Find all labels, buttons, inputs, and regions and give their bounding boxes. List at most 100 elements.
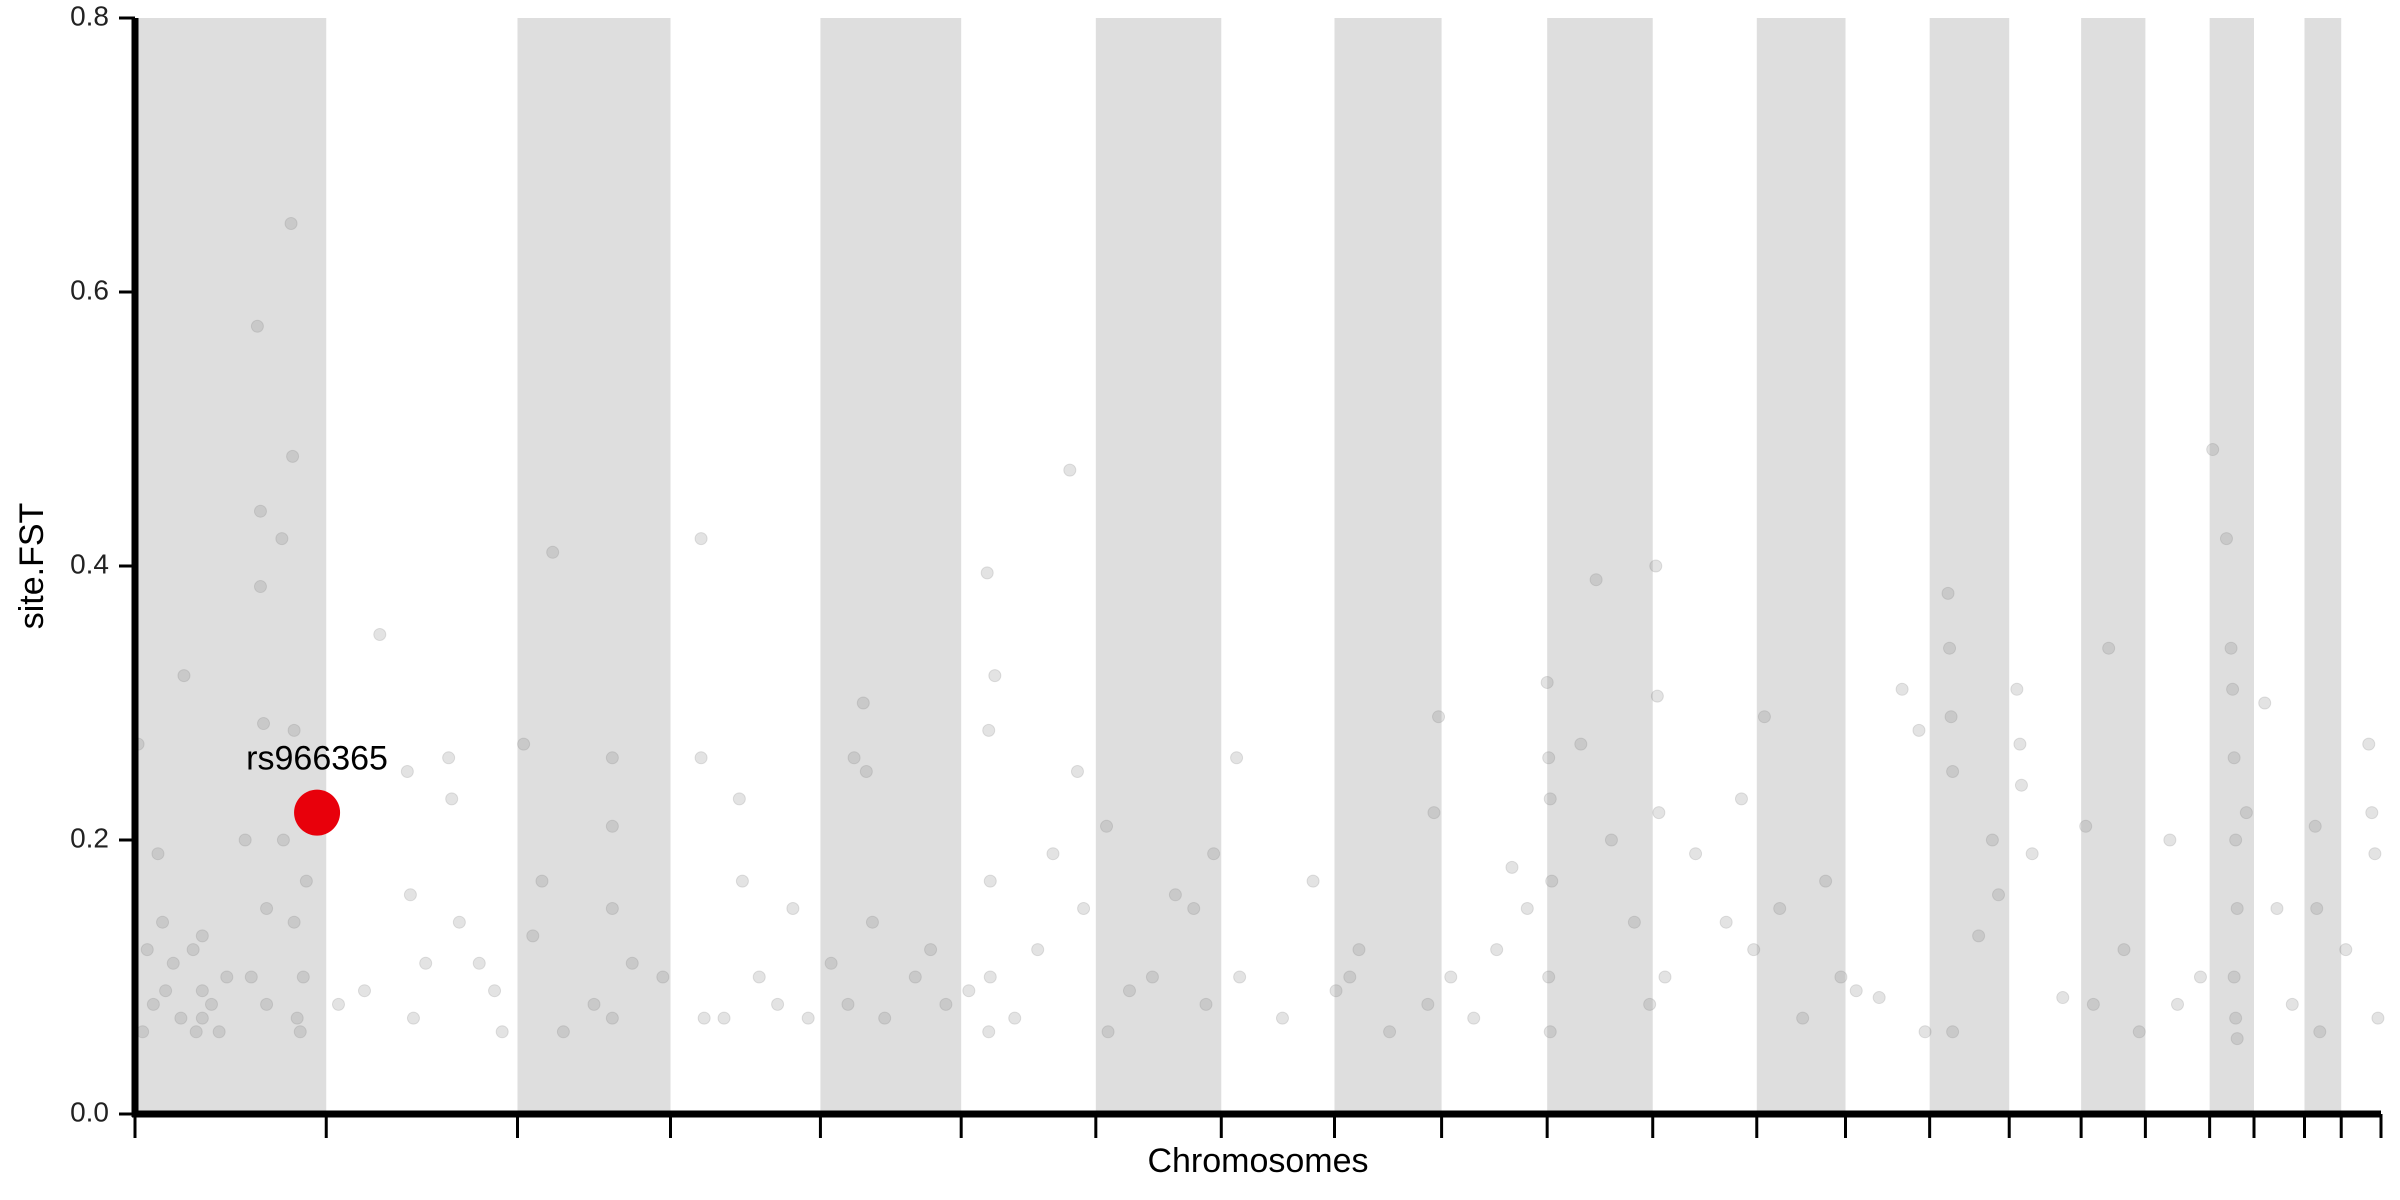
point (284, 217, 298, 230)
point (2102, 641, 2116, 655)
chromosome-band (517, 18, 671, 1114)
point (257, 717, 271, 731)
point (2171, 997, 2185, 1011)
point (495, 1025, 509, 1039)
point (694, 532, 708, 546)
point (1946, 1025, 1960, 1039)
point (1944, 710, 1958, 724)
point (2239, 806, 2253, 820)
point (752, 970, 766, 984)
point (1658, 970, 1672, 984)
point (1383, 1025, 1397, 1039)
point (1421, 997, 1435, 1011)
y-tick-label: 0.2 (70, 822, 109, 853)
point (452, 915, 466, 929)
point (1542, 751, 1556, 765)
chromosome-band (1929, 18, 2010, 1114)
point (1070, 765, 1084, 778)
point (286, 449, 300, 463)
point (1985, 833, 1999, 847)
point (1233, 970, 1247, 984)
point (2226, 682, 2240, 696)
point (2365, 806, 2379, 820)
point (1545, 874, 1559, 888)
point (546, 545, 560, 559)
point (250, 319, 264, 333)
point (1540, 675, 1554, 689)
point (276, 833, 290, 847)
point (1543, 1025, 1557, 1039)
chromosome-band (820, 18, 962, 1114)
point (442, 751, 456, 765)
point (2310, 902, 2324, 915)
point (982, 723, 996, 737)
y-axis-label: site.FST (13, 503, 51, 630)
point (1490, 943, 1504, 957)
point (1329, 984, 1343, 998)
point (1427, 806, 1441, 820)
point (293, 1025, 307, 1039)
point (1306, 874, 1320, 888)
point (605, 1011, 619, 1025)
point (847, 751, 861, 765)
point (2206, 443, 2220, 457)
point (2368, 847, 2382, 861)
point (472, 956, 486, 970)
point (1652, 806, 1666, 820)
y-tick-label: 0.6 (70, 274, 109, 305)
point (1063, 463, 1077, 477)
point (290, 1011, 304, 1025)
point (786, 902, 800, 915)
point (1520, 902, 1534, 915)
point (151, 847, 165, 861)
point (1444, 970, 1458, 984)
point (2258, 696, 2272, 710)
point (1872, 991, 1886, 1005)
point (605, 902, 619, 915)
chromosome-band (1756, 18, 1846, 1114)
point (1734, 792, 1748, 806)
point (2362, 737, 2376, 751)
point (177, 669, 191, 683)
point (2270, 902, 2284, 915)
point (983, 970, 997, 984)
point (908, 970, 922, 984)
point (2219, 532, 2233, 546)
point (186, 943, 200, 957)
point (856, 696, 870, 710)
axes: 0.0 0.2 0.4 0.6 0.8 (70, 0, 2383, 1138)
point (2056, 991, 2070, 1005)
point (1849, 984, 1863, 998)
point (1941, 586, 1955, 600)
point (962, 984, 976, 998)
point (2079, 819, 2093, 833)
point (1650, 689, 1664, 703)
point (1627, 915, 1641, 929)
point (1008, 1011, 1022, 1025)
point (1604, 833, 1618, 847)
highlight-label: rs966365 (246, 740, 388, 778)
point (865, 915, 879, 929)
point (859, 765, 873, 778)
highlight-point (294, 789, 341, 836)
point (212, 1025, 226, 1039)
point (1992, 888, 2006, 902)
point (1467, 1011, 1481, 1025)
point (2117, 943, 2131, 957)
point (195, 1011, 209, 1025)
point (260, 997, 274, 1011)
point (406, 1011, 420, 1025)
point (238, 833, 252, 847)
point (159, 984, 173, 998)
y-tick-label: 0.0 (70, 1096, 109, 1127)
chromosome-band (2209, 18, 2255, 1114)
bands (135, 18, 2342, 1114)
point (244, 970, 258, 984)
point (841, 997, 855, 1011)
point (535, 874, 549, 888)
point (1796, 1011, 1810, 1025)
point (1077, 902, 1091, 915)
point (694, 751, 708, 765)
point (2227, 751, 2241, 765)
